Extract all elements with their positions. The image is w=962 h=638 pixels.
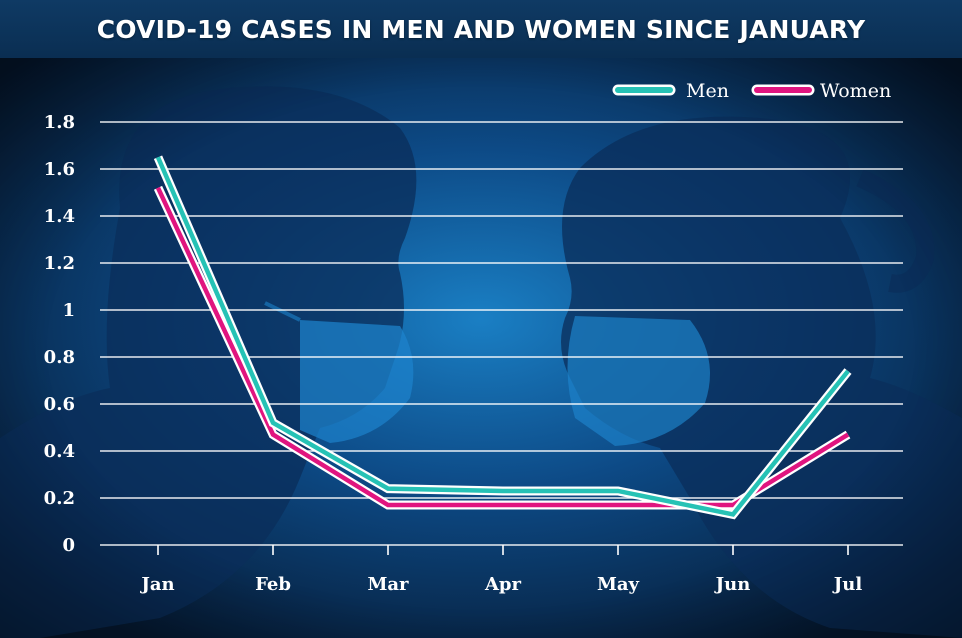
x-tick-label: Mar	[367, 574, 409, 595]
y-tick-label: 1.2	[44, 253, 75, 274]
y-tick-label: 0.4	[44, 441, 75, 462]
legend: Men Women	[612, 80, 891, 102]
title-bar: COVID-19 CASES IN MEN AND WOMEN SINCE JA…	[0, 0, 962, 58]
legend-label-men: Men	[686, 80, 729, 102]
chart-title: COVID-19 CASES IN MEN AND WOMEN SINCE JA…	[96, 14, 866, 44]
x-axis-ticks: Jan Feb Mar Apr May Jun Jul	[139, 545, 862, 595]
y-tick-label: 1	[62, 300, 75, 321]
x-tick-label: Apr	[484, 574, 522, 595]
y-tick-label: 0.6	[44, 394, 75, 415]
series-lines	[153, 155, 852, 520]
y-axis-ticks: 0 0.2 0.4 0.6 0.8 1 1.2 1.4 1.6 1.8	[44, 112, 75, 556]
legend-label-women: Women	[820, 80, 891, 102]
x-tick-label: Feb	[255, 574, 291, 595]
x-tick-label: Jun	[714, 574, 751, 595]
y-tick-label: 0.8	[44, 347, 75, 368]
y-tick-label: 1.4	[44, 206, 75, 227]
y-tick-label: 1.8	[44, 112, 75, 133]
vignette	[0, 58, 962, 638]
y-tick-label: 0.2	[44, 488, 75, 509]
gridlines	[100, 121, 903, 546]
x-tick-label: May	[597, 574, 640, 595]
x-tick-label: Jan	[139, 574, 174, 595]
y-tick-label: 0	[62, 535, 75, 556]
x-tick-label: Jul	[832, 574, 863, 595]
y-tick-label: 1.6	[44, 159, 75, 180]
line-chart: 0 0.2 0.4 0.6 0.8 1 1.2 1.4 1.6 1.8 Jan Feb Mar Apr M…	[0, 58, 962, 638]
